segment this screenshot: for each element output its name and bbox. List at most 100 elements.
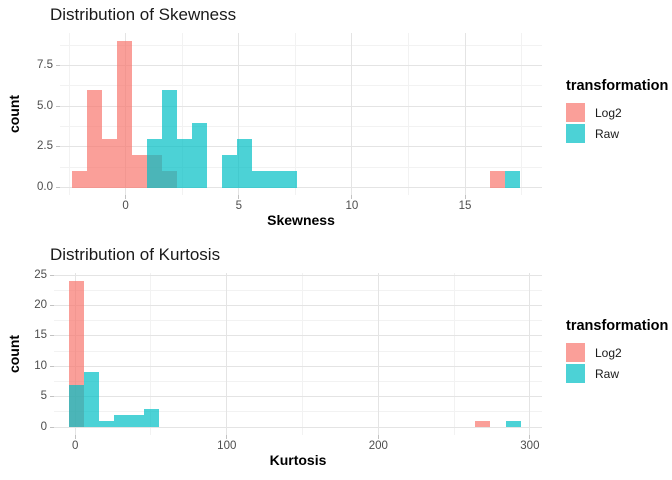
gridline-major-vertical bbox=[226, 273, 228, 435]
histogram-bar-raw bbox=[114, 414, 129, 428]
y-tick-label: 5 bbox=[40, 390, 47, 403]
gridline-minor-vertical bbox=[302, 273, 304, 435]
gridline-minor-horizontal bbox=[60, 166, 542, 168]
histogram-bar-raw bbox=[129, 414, 144, 428]
histogram-bar-raw bbox=[144, 408, 159, 428]
x-axis-tick bbox=[238, 195, 240, 199]
x-axis-tick bbox=[464, 195, 466, 199]
x-axis-title: Kurtosis bbox=[269, 452, 327, 468]
gridline-major-horizontal bbox=[60, 146, 542, 148]
y-tick-label: 2.5 bbox=[37, 140, 53, 153]
x-tick-label: 10 bbox=[345, 200, 359, 212]
histogram-bar-raw bbox=[192, 122, 208, 188]
x-axis-tick bbox=[125, 195, 127, 199]
y-tick-label: 7.5 bbox=[37, 59, 53, 72]
gridline-major-horizontal bbox=[54, 274, 542, 276]
legend-label-raw: Raw bbox=[595, 366, 620, 381]
histogram-bar-raw bbox=[505, 171, 521, 188]
gridline-major-horizontal bbox=[60, 105, 542, 107]
x-axis-tick bbox=[529, 435, 531, 439]
histogram-bar-log2 bbox=[475, 421, 491, 428]
gridline-major-vertical bbox=[464, 33, 466, 195]
histogram-bar-raw bbox=[222, 155, 238, 188]
plot-title: Distribution of Skewness bbox=[50, 5, 237, 24]
legend-key-raw-swatch bbox=[566, 124, 585, 143]
y-axis-tick bbox=[50, 274, 54, 276]
histogram-bar-raw bbox=[267, 171, 283, 188]
gridline-major-vertical bbox=[377, 273, 379, 435]
gridline-major-horizontal bbox=[60, 65, 542, 67]
gridline-major-horizontal bbox=[54, 305, 542, 307]
plot-title: Distribution of Kurtosis bbox=[50, 245, 221, 264]
x-axis-title: Skewness bbox=[267, 212, 335, 228]
y-tick-label: 20 bbox=[34, 299, 47, 312]
gridline-minor-horizontal bbox=[60, 85, 542, 87]
x-tick-label: 5 bbox=[235, 200, 242, 212]
y-axis-tick bbox=[50, 335, 54, 337]
gridline-major-horizontal bbox=[60, 187, 542, 189]
x-tick-label: 0 bbox=[72, 440, 79, 452]
legend-title: transformation bbox=[566, 78, 669, 94]
histogram-bar-log2 bbox=[71, 171, 88, 188]
y-axis-tick bbox=[56, 65, 60, 67]
kurtosis-histogram-chart: Distribution of Kurtosis count 0 100 200 30… bbox=[0, 240, 672, 480]
x-axis-tick bbox=[226, 435, 228, 439]
gridline-major-vertical bbox=[529, 273, 531, 435]
histogram-bar-raw bbox=[237, 138, 253, 188]
histogram-bar-raw bbox=[162, 89, 178, 188]
histogram-bar-log2 bbox=[117, 41, 133, 188]
y-axis-tick bbox=[50, 305, 54, 307]
gridline-minor-horizontal bbox=[54, 289, 542, 291]
y-tick-label: 0.0 bbox=[37, 181, 53, 194]
x-tick-label: 15 bbox=[458, 200, 472, 212]
histogram-bar-raw bbox=[252, 171, 268, 188]
legend-entry-raw: Raw bbox=[566, 364, 668, 383]
gridline-minor-vertical bbox=[453, 273, 455, 435]
y-axis-tick bbox=[50, 426, 54, 428]
gridline-minor-horizontal bbox=[54, 320, 542, 322]
gridline-minor-vertical bbox=[294, 33, 296, 195]
y-axis-tick bbox=[56, 146, 60, 148]
plot-panel: 0 5 10 15 0.0 2.5 5.0 7.5 bbox=[37, 33, 542, 212]
x-axis-tick bbox=[377, 435, 379, 439]
legend-entry-raw: Raw bbox=[566, 124, 668, 143]
gridline-major-vertical bbox=[238, 33, 240, 195]
y-tick-label: 25 bbox=[34, 268, 47, 281]
histogram-bar-log2 bbox=[86, 89, 102, 188]
legend-label-raw: Raw bbox=[595, 126, 620, 141]
gridline-minor-horizontal bbox=[54, 411, 542, 413]
histogram-bar-raw bbox=[69, 384, 85, 428]
gridline-major-horizontal bbox=[54, 365, 542, 367]
skewness-histogram-chart: Distribution of Skewness count 0 5 10 15 0.0… bbox=[6, 5, 668, 228]
histogram-bar-raw bbox=[147, 138, 163, 188]
legend-title: transformation bbox=[566, 318, 669, 334]
y-axis-tick bbox=[50, 396, 54, 398]
legend-entry-log2: Log2 bbox=[566, 343, 668, 362]
histogram-bar-raw bbox=[505, 421, 521, 428]
legend-key-log2-swatch bbox=[566, 343, 585, 362]
gridline-major-horizontal bbox=[54, 335, 542, 337]
gridline-minor-horizontal bbox=[60, 126, 542, 128]
legend-key-raw-swatch bbox=[566, 364, 585, 383]
plot-panel: 0 100 200 300 0 5 10 15 20 25 bbox=[34, 269, 542, 452]
legend: transformation Log2 Raw bbox=[566, 318, 668, 385]
x-tick-label: 300 bbox=[520, 440, 540, 452]
histogram-bar-log2 bbox=[131, 155, 147, 188]
x-tick-label: 0 bbox=[122, 200, 129, 212]
legend: transformation Log2 Raw bbox=[566, 78, 668, 145]
gridline-minor-vertical bbox=[521, 33, 523, 195]
gridline-major-horizontal bbox=[54, 396, 542, 398]
histogram-bar-raw bbox=[99, 421, 115, 428]
gridline-major-horizontal bbox=[54, 426, 542, 428]
series-layer-raw bbox=[60, 33, 542, 195]
x-tick-label: 200 bbox=[368, 440, 388, 452]
gridline-minor-horizontal bbox=[60, 44, 542, 46]
x-axis-tick bbox=[74, 435, 76, 439]
y-tick-label: 0 bbox=[40, 420, 47, 433]
legend-label-log2: Log2 bbox=[595, 345, 622, 360]
histogram-bar-raw bbox=[176, 138, 193, 188]
histogram-bar-raw bbox=[84, 372, 100, 428]
y-tick-label: 10 bbox=[34, 359, 47, 372]
gridline-minor-vertical bbox=[407, 33, 409, 195]
legend-label-log2: Log2 bbox=[595, 105, 622, 120]
